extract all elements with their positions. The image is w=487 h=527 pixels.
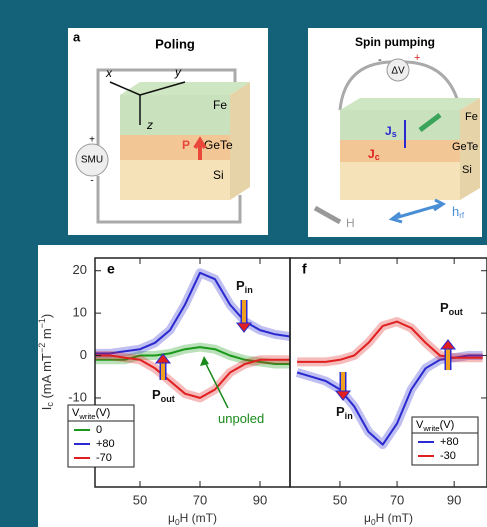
x-tick-label: 50 (333, 492, 347, 507)
field-label: H (346, 216, 355, 230)
legend-label: 0 (96, 424, 102, 436)
text-main: P (336, 404, 345, 419)
axis-name: z (146, 118, 153, 132)
text-sub: rf (459, 211, 465, 220)
text-main: m (39, 328, 54, 342)
layer-label: Fe (465, 111, 478, 123)
voltage-minus: - (378, 54, 382, 66)
layer-fe (340, 110, 460, 140)
text-sub: write (78, 412, 95, 421)
axis-name: x (105, 66, 113, 80)
text-sub: s (392, 129, 397, 139)
text-main: h (452, 204, 459, 219)
smu-plus: + (89, 135, 95, 146)
layer-gete (340, 140, 460, 162)
x-tick-label: 70 (390, 492, 404, 507)
text-main: P (440, 300, 449, 315)
panel-b: Spin pumping ΔV - + Fe GeTe Si Js Jc H h… (308, 28, 482, 237)
annotation: unpoled (218, 411, 264, 426)
layer-si (340, 162, 460, 200)
block-side (230, 82, 250, 200)
x-tick-label: 90 (447, 492, 461, 507)
text-main: H (mT) (180, 511, 217, 525)
layer-label: Si (462, 164, 472, 176)
text-main: P (152, 387, 161, 402)
figure: a Poling Fe GeTe Si x y z P SMU + - Spin… (0, 0, 487, 527)
text-sub: write (422, 424, 439, 433)
text-sup: −2 (37, 343, 47, 353)
text-main: ) (39, 314, 54, 318)
smu-minus: - (90, 176, 93, 187)
text-main: (V) (440, 419, 455, 431)
x-tick-label: 50 (133, 492, 147, 507)
text-sub: c (375, 152, 380, 162)
legend-label: -30 (440, 450, 456, 462)
y-tick-label: 10 (73, 305, 87, 320)
block-top (120, 82, 250, 95)
chart-background (38, 245, 487, 527)
legend: Vwrite(V)+80-30 (412, 417, 478, 465)
smu-label: SMU (81, 155, 103, 166)
x-tick-label: 90 (253, 492, 267, 507)
layer-label: GeTe (452, 141, 478, 153)
text-main: (V) (96, 407, 111, 419)
text-sub: in (245, 285, 253, 295)
legend-label: +80 (440, 436, 459, 448)
panel-title: Poling (155, 36, 195, 51)
y-tick-label: 0 (80, 347, 87, 362)
voltage-plus: + (414, 52, 420, 64)
text-sub: out (161, 394, 175, 404)
y-tick-label: 20 (73, 262, 87, 277)
text-sub: in (345, 411, 353, 421)
text-main: H (mT) (376, 511, 413, 525)
legend-label: +80 (96, 438, 115, 450)
axis-name: y (174, 65, 182, 79)
legend-label: -70 (96, 452, 112, 464)
text-main: (mA mT (39, 353, 54, 402)
text-main: J (368, 147, 375, 161)
panel-label: e (107, 261, 115, 277)
text-sup: −1 (37, 318, 47, 328)
x-tick-label: 70 (193, 492, 207, 507)
panel-title: Spin pumping (355, 35, 435, 49)
legend: Vwrite(V)0+80-70 (68, 405, 134, 467)
y-tick-label: -10 (68, 389, 87, 404)
panel-a: a Poling Fe GeTe Si x y z P SMU + - (68, 28, 268, 235)
layer-label: Si (213, 168, 224, 182)
panel-label: a (73, 29, 81, 44)
text-main: J (385, 124, 392, 138)
text-sub: out (449, 307, 463, 317)
voltage-label: ΔV (391, 66, 405, 77)
panel-label: f (302, 261, 307, 277)
page: {"panel_a": {"label": "a", "title": "Pol… (0, 0, 487, 527)
polarization-label: P (182, 138, 190, 152)
layer-label: Fe (213, 98, 227, 112)
text-main: P (236, 278, 245, 293)
text-main: unpoled (218, 411, 264, 426)
block-top (340, 98, 480, 110)
layer-label: GeTe (204, 138, 233, 152)
